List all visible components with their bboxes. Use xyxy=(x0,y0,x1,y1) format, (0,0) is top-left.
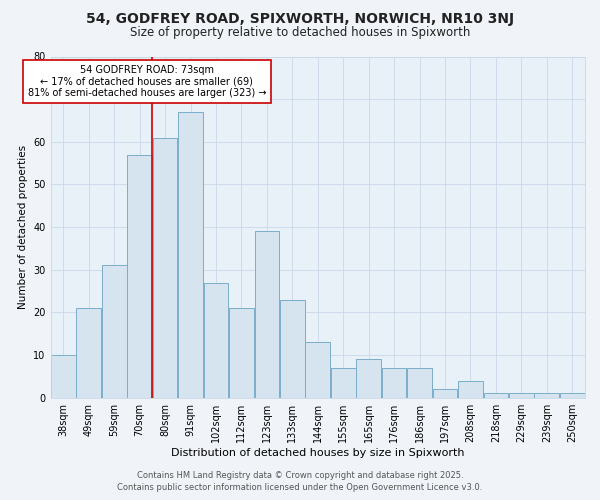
Bar xyxy=(178,112,203,398)
Bar xyxy=(229,308,254,398)
Bar xyxy=(203,282,229,398)
Bar xyxy=(331,368,356,398)
Bar xyxy=(51,355,76,398)
Bar xyxy=(76,308,101,398)
Bar xyxy=(560,394,584,398)
Bar xyxy=(382,368,406,398)
Bar xyxy=(153,138,178,398)
Text: 54, GODFREY ROAD, SPIXWORTH, NORWICH, NR10 3NJ: 54, GODFREY ROAD, SPIXWORTH, NORWICH, NR… xyxy=(86,12,514,26)
X-axis label: Distribution of detached houses by size in Spixworth: Distribution of detached houses by size … xyxy=(171,448,464,458)
Bar xyxy=(484,394,508,398)
Bar xyxy=(305,342,330,398)
Bar xyxy=(102,266,127,398)
Bar xyxy=(535,394,559,398)
Bar xyxy=(280,300,305,398)
Bar xyxy=(433,389,457,398)
Bar xyxy=(254,232,279,398)
Text: Size of property relative to detached houses in Spixworth: Size of property relative to detached ho… xyxy=(130,26,470,39)
Bar xyxy=(127,154,152,398)
Bar xyxy=(509,394,534,398)
Bar xyxy=(356,360,381,398)
Y-axis label: Number of detached properties: Number of detached properties xyxy=(18,145,28,309)
Text: Contains HM Land Registry data © Crown copyright and database right 2025.
Contai: Contains HM Land Registry data © Crown c… xyxy=(118,471,482,492)
Bar xyxy=(407,368,432,398)
Bar xyxy=(458,380,483,398)
Text: 54 GODFREY ROAD: 73sqm
← 17% of detached houses are smaller (69)
81% of semi-det: 54 GODFREY ROAD: 73sqm ← 17% of detached… xyxy=(28,65,266,98)
